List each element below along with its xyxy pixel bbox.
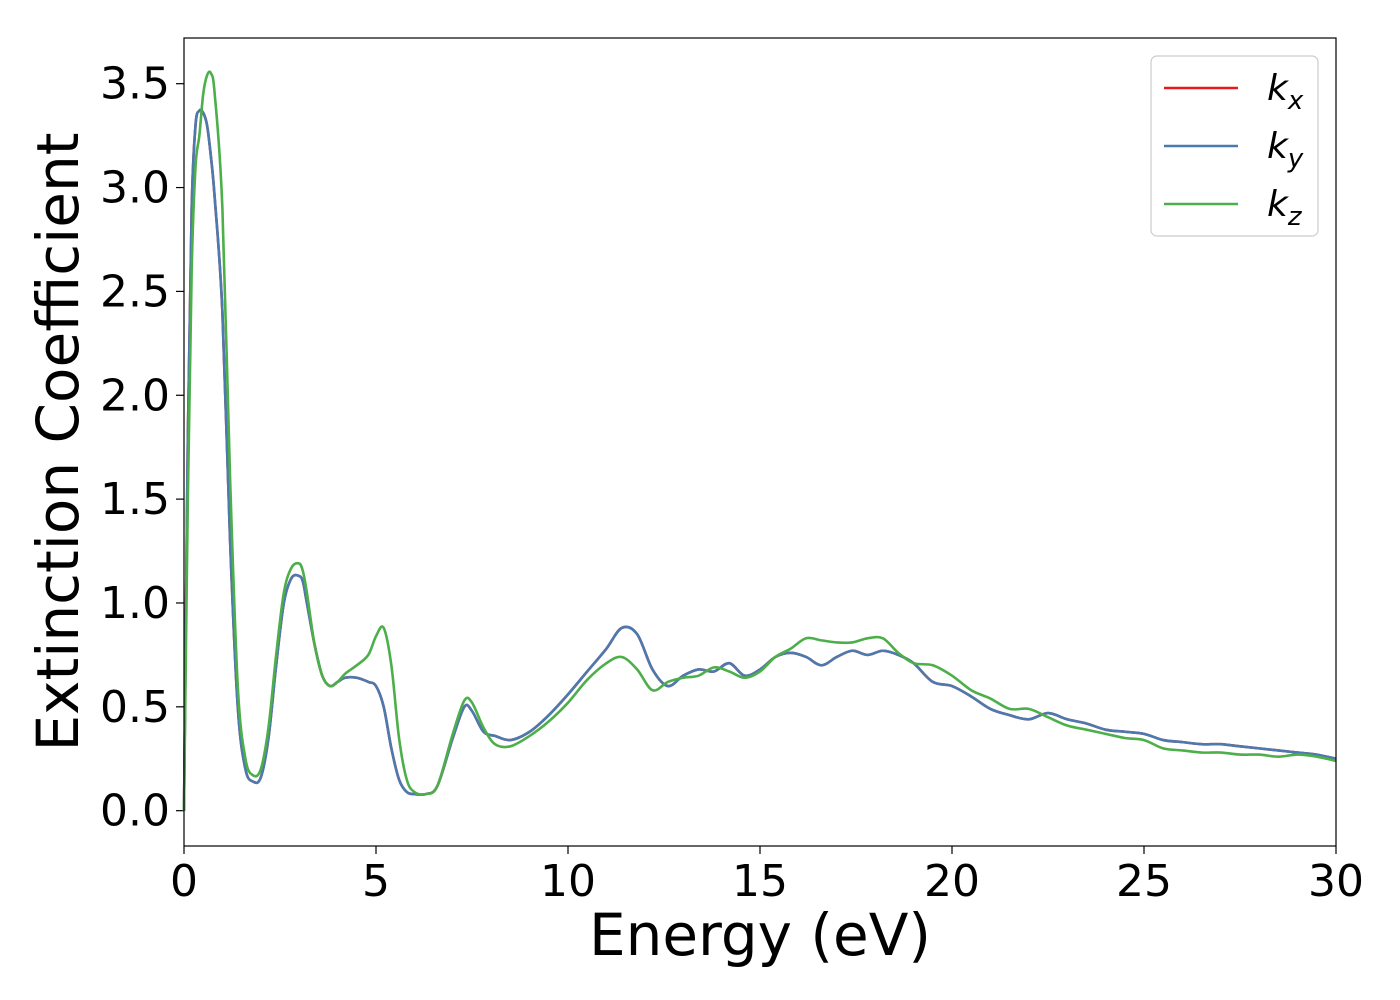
- y-axis-label: Extinction Coefficient: [24, 133, 92, 752]
- x-tick-label: 25: [1116, 856, 1172, 907]
- x-tick-label: 20: [924, 856, 980, 907]
- x-tick-label: 15: [732, 856, 788, 907]
- legend-label-base: k: [1267, 68, 1290, 109]
- series-line-k-z: [182, 70, 1337, 811]
- x-tick-label: 10: [540, 856, 596, 907]
- legend-label-subscript: z: [1287, 202, 1303, 232]
- y-tick-label: 1.0: [100, 578, 170, 629]
- y-tick-label: 1.5: [100, 474, 170, 525]
- series-lines: [182, 70, 1337, 811]
- y-tick-label: 2.5: [100, 266, 170, 317]
- legend-label-base: k: [1267, 184, 1290, 225]
- series-line-k-y: [182, 108, 1337, 811]
- y-tick-label: 3.0: [100, 163, 170, 214]
- legend-label: kx: [1267, 68, 1304, 116]
- x-tick-label: 30: [1308, 856, 1364, 907]
- y-tick-label: 3.5: [100, 59, 170, 110]
- legend-label: ky: [1267, 126, 1304, 174]
- y-tick-label: 0.5: [100, 682, 170, 733]
- y-tick-label: 0.0: [100, 786, 170, 837]
- legend-label-subscript: x: [1287, 86, 1304, 116]
- x-axis-label: Energy (eV): [589, 901, 931, 969]
- legend-label-subscript: y: [1287, 144, 1304, 174]
- legend-label-base: k: [1267, 126, 1290, 167]
- x-tick-label: 5: [362, 856, 390, 907]
- plot-frame: [183, 37, 1337, 847]
- axis-ticks: 0 5 10 15 20 25 30 0.0 0.5 1.0 1.5 2.0 2.5 3.0 3.5: [100, 59, 1364, 907]
- y-tick-label: 2.0: [100, 370, 170, 421]
- x-tick-label: 0: [170, 856, 198, 907]
- legend-label: kz: [1267, 184, 1303, 232]
